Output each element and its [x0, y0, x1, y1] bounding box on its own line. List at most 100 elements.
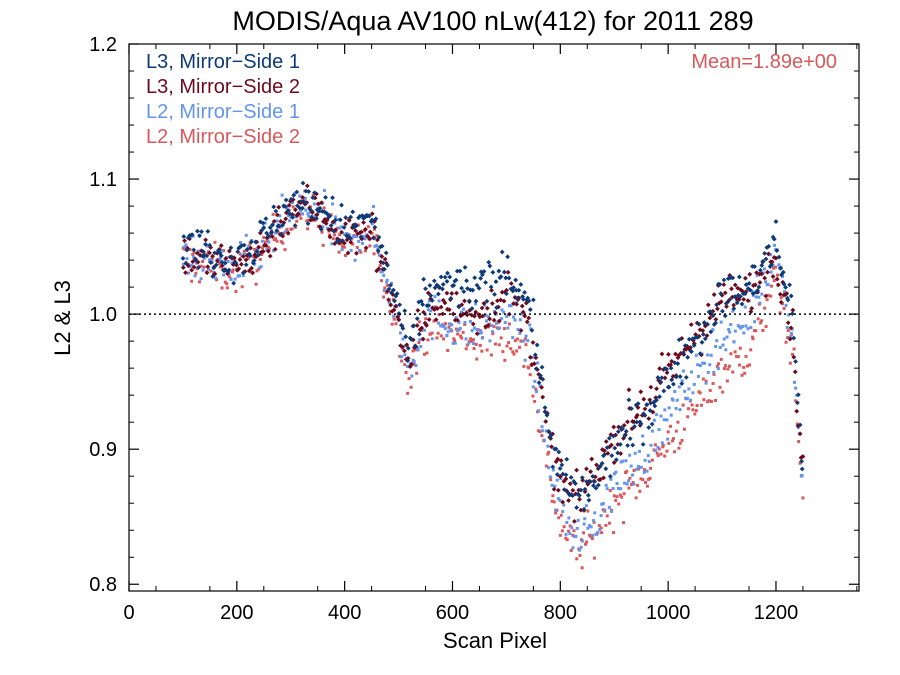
data-point	[292, 207, 298, 213]
data-point	[635, 401, 641, 407]
data-point	[535, 390, 539, 394]
data-point	[669, 413, 673, 417]
data-point	[263, 240, 267, 244]
data-point	[472, 347, 476, 351]
data-point	[684, 396, 688, 400]
data-point	[486, 259, 492, 265]
data-point	[287, 214, 291, 218]
data-point	[538, 430, 542, 434]
data-point	[411, 323, 417, 329]
data-point	[636, 483, 640, 487]
data-point	[780, 302, 784, 306]
data-point	[351, 234, 355, 238]
data-point	[202, 265, 206, 269]
data-point	[466, 298, 472, 304]
data-point	[711, 328, 715, 332]
data-point	[470, 339, 474, 343]
data-point	[646, 425, 652, 430]
data-point	[439, 334, 443, 338]
data-point	[584, 466, 589, 472]
data-point	[356, 223, 360, 227]
data-point	[220, 249, 224, 253]
data-point	[207, 242, 213, 248]
data-point	[333, 233, 337, 237]
data-point	[574, 467, 579, 473]
data-point	[712, 371, 716, 375]
data-point	[432, 319, 436, 323]
data-point	[727, 364, 731, 368]
data-point	[550, 483, 554, 487]
data-point	[643, 458, 647, 462]
data-point	[258, 249, 264, 255]
data-point	[585, 492, 591, 498]
data-point	[254, 249, 260, 254]
data-point	[696, 363, 700, 367]
data-point	[801, 496, 805, 500]
data-point	[585, 540, 589, 544]
data-point	[705, 400, 709, 404]
data-point	[622, 521, 626, 525]
data-point	[468, 319, 472, 323]
mean-annotation: Mean=1.89e+00	[691, 51, 837, 73]
data-point	[358, 234, 364, 240]
data-point	[742, 365, 746, 369]
data-point	[791, 335, 797, 341]
data-point	[775, 282, 781, 288]
data-point	[290, 214, 296, 220]
data-point	[517, 345, 521, 349]
data-point	[180, 265, 186, 271]
data-point	[295, 211, 301, 217]
data-point	[348, 214, 354, 220]
data-point	[534, 342, 540, 348]
data-point	[787, 336, 793, 342]
data-point	[757, 280, 763, 285]
data-point	[774, 265, 778, 269]
data-point	[708, 309, 713, 315]
data-point	[652, 418, 656, 422]
data-point	[718, 299, 724, 305]
data-point	[602, 452, 607, 457]
data-point	[778, 311, 782, 315]
data-point	[379, 254, 385, 259]
data-point	[524, 334, 528, 338]
data-point	[205, 228, 211, 234]
data-point	[560, 471, 566, 477]
data-point	[461, 289, 467, 294]
data-point	[693, 412, 697, 416]
data-point	[203, 252, 207, 256]
data-point	[621, 459, 625, 463]
data-point	[353, 258, 357, 262]
data-point	[548, 432, 554, 438]
data-point	[592, 479, 598, 484]
data-point	[540, 434, 544, 438]
data-point	[463, 322, 467, 326]
data-point	[229, 277, 233, 281]
data-point	[485, 348, 489, 352]
data-point	[705, 302, 711, 308]
data-point	[439, 286, 445, 292]
data-point	[511, 285, 516, 290]
data-point	[465, 343, 469, 347]
data-point	[260, 252, 264, 256]
data-point	[215, 278, 219, 282]
data-point	[529, 327, 533, 331]
data-point	[369, 217, 375, 223]
data-point	[451, 282, 457, 288]
data-point	[766, 251, 771, 257]
data-point	[571, 533, 575, 537]
data-point	[654, 449, 658, 453]
data-point	[738, 363, 742, 367]
data-point	[475, 357, 479, 361]
data-point	[260, 220, 266, 226]
data-point	[770, 274, 776, 279]
data-point	[731, 309, 735, 313]
data-point	[722, 367, 726, 371]
data-point	[211, 265, 217, 271]
data-point	[392, 317, 396, 321]
data-point	[747, 287, 753, 293]
data-point	[388, 282, 393, 288]
data-point	[290, 227, 294, 231]
data-point	[744, 354, 748, 358]
data-point	[530, 340, 536, 345]
data-point	[333, 221, 337, 225]
